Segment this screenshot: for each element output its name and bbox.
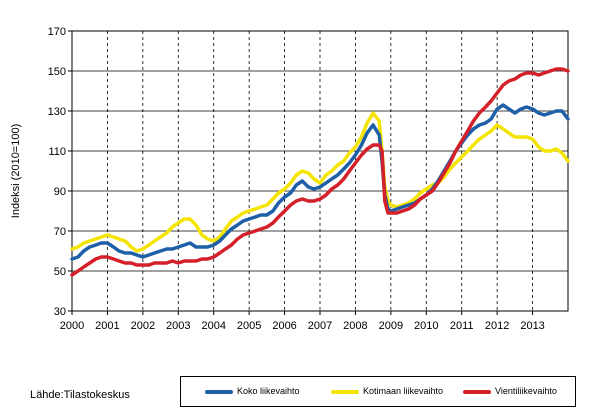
legend-label-vienti: Vientiliikevaihto [495, 386, 557, 396]
grid-lines [72, 31, 568, 311]
y-tick-label: 70 [54, 226, 66, 238]
x-tick-label: 2013 [520, 320, 544, 332]
x-axis-ticks: 2000 2001 2002 2003 2004 2005 2006 2007 2008 2009… [60, 311, 545, 332]
y-axis-title: Indeksi (2010=100) [10, 124, 22, 218]
series-line-2 [70, 67, 570, 277]
x-tick-label: 2002 [131, 320, 155, 332]
y-tick-label: 110 [48, 146, 66, 158]
legend-item-koko: Koko liikevaihto [205, 386, 300, 396]
legend-swatch-koko [205, 389, 233, 394]
source-note: Lähde:Tilastokeskus [30, 389, 130, 401]
y-tick-label: 170 [48, 26, 66, 38]
y-tick-label: 90 [54, 186, 66, 198]
legend: Koko liikevaihto Kotimaan liikevaihto Vi… [180, 376, 576, 407]
legend-swatch-vienti [463, 389, 491, 394]
x-tick-label: 2008 [343, 320, 367, 332]
y-tick-label: 150 [48, 66, 66, 78]
x-tick-label: 2000 [60, 320, 84, 332]
x-tick-label: 2011 [450, 320, 474, 332]
legend-item-kotimaan: Kotimaan liikevaihto [331, 386, 443, 396]
legend-item-vienti: Vientiliikevaihto [463, 386, 557, 396]
legend-swatch-kotimaan [331, 389, 359, 394]
y-tick-label: 50 [54, 266, 66, 278]
series-line-1 [70, 111, 570, 253]
x-tick-label: 2009 [379, 320, 403, 332]
x-tick-label: 2010 [414, 320, 438, 332]
x-tick-label: 2012 [485, 320, 509, 332]
series-line-0 [70, 103, 570, 261]
y-tick-label: 130 [48, 106, 66, 118]
x-tick-label: 2001 [95, 320, 119, 332]
x-tick-label: 2007 [308, 320, 332, 332]
series-lines [70, 67, 570, 277]
x-tick-label: 2005 [237, 320, 261, 332]
x-tick-label: 2006 [272, 320, 296, 332]
legend-label-kotimaan: Kotimaan liikevaihto [363, 386, 444, 396]
y-tick-label: 30 [54, 306, 66, 318]
y-axis-ticks: 30 50 70 90 110 130 150 170 [48, 26, 72, 318]
legend-label-koko: Koko liikevaihto [237, 386, 300, 396]
x-tick-label: 2003 [166, 320, 190, 332]
x-tick-label: 2004 [201, 320, 225, 332]
